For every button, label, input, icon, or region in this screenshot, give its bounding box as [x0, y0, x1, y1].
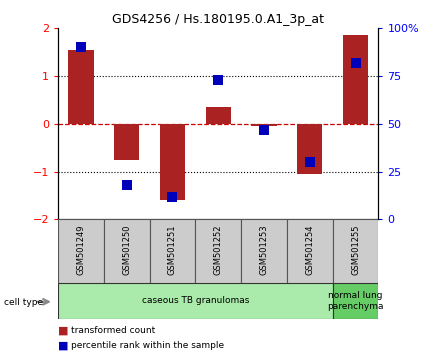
Bar: [160, 124, 185, 200]
Point: [215, 77, 222, 83]
Bar: [343, 35, 368, 124]
Bar: [58, 283, 333, 319]
Bar: [287, 219, 333, 283]
Bar: [58, 219, 104, 283]
Title: GDS4256 / Hs.180195.0.A1_3p_at: GDS4256 / Hs.180195.0.A1_3p_at: [112, 13, 324, 26]
Text: GSM501255: GSM501255: [351, 225, 360, 275]
Bar: [241, 219, 287, 283]
Text: ■: ■: [58, 340, 68, 350]
Text: GSM501254: GSM501254: [305, 225, 314, 275]
Bar: [333, 283, 378, 319]
Text: GSM501253: GSM501253: [259, 225, 268, 275]
Point: [306, 159, 313, 165]
Bar: [333, 219, 378, 283]
Text: normal lung
parenchyma: normal lung parenchyma: [327, 291, 384, 310]
Text: GSM501249: GSM501249: [77, 225, 86, 275]
Bar: [206, 107, 231, 124]
Bar: [68, 50, 93, 124]
Point: [261, 127, 267, 132]
Text: caseous TB granulomas: caseous TB granulomas: [141, 296, 249, 306]
Bar: [114, 124, 139, 160]
Point: [169, 194, 176, 199]
Text: transformed count: transformed count: [71, 326, 155, 336]
Text: percentile rank within the sample: percentile rank within the sample: [71, 341, 224, 350]
Bar: [195, 219, 241, 283]
Point: [352, 60, 359, 65]
Bar: [252, 124, 276, 126]
Text: GSM501252: GSM501252: [214, 225, 223, 275]
Bar: [150, 219, 195, 283]
Bar: [104, 219, 150, 283]
Text: GSM501250: GSM501250: [122, 225, 131, 275]
Text: cell type: cell type: [4, 298, 43, 307]
Point: [123, 182, 130, 188]
Point: [77, 45, 84, 50]
Text: ■: ■: [58, 326, 68, 336]
Text: GSM501251: GSM501251: [168, 225, 177, 275]
Bar: [297, 124, 322, 174]
